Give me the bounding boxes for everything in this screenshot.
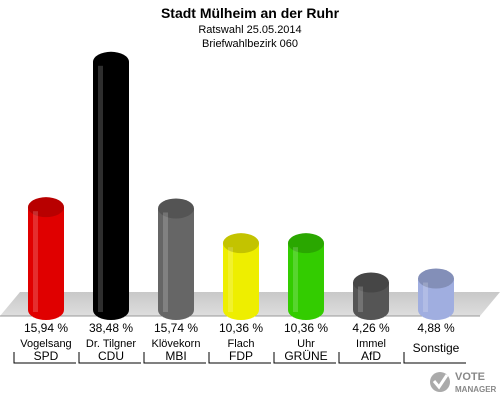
party-label: CDU (98, 349, 124, 363)
bar-sonstige (418, 268, 454, 320)
chart-subtitle-election: Ratswahl 25.05.2014 (198, 24, 301, 36)
group-bracket (403, 352, 466, 364)
bar-highlight (358, 286, 363, 312)
chart-title: Stadt Mülheim an der Ruhr (161, 5, 340, 21)
candidate-label: Immel (356, 338, 386, 350)
bar-cap (28, 197, 64, 218)
bar-cap (288, 233, 324, 254)
value-label: 4,88 % (417, 321, 455, 335)
group-bracket (273, 352, 336, 364)
party-label: Sonstige (413, 341, 460, 355)
bar-cap (223, 233, 259, 254)
bar-body (418, 278, 454, 320)
bar-highlight (423, 282, 428, 312)
bar-highlight (33, 211, 38, 312)
bar-highlight (293, 247, 298, 312)
logo-line2: MANAGER (455, 385, 497, 394)
candidate-label: Uhr (297, 338, 315, 350)
vote-manager-logo: VOTE MANAGER (430, 371, 497, 394)
party-label: GRÜNE (284, 349, 327, 363)
chart-subtitle-district: Briefwahlbezirk 060 (202, 38, 298, 50)
bar-body (93, 61, 129, 320)
value-label: 15,94 % (24, 321, 68, 335)
bar-cdu (93, 51, 129, 320)
candidate-label: Vogelsang (20, 338, 71, 350)
candidate-label: Dr. Tilgner (86, 338, 136, 350)
value-label: 4,26 % (352, 321, 390, 335)
party-label: MBI (165, 349, 186, 363)
candidate-label: Klövekorn (152, 338, 201, 350)
party-label: FDP (229, 349, 253, 363)
bar-cap (158, 198, 194, 219)
party-label: SPD (34, 349, 59, 363)
bar-body (28, 207, 64, 320)
bar-grüne (288, 233, 324, 320)
value-label: 15,74 % (154, 321, 198, 335)
group-bracket (13, 352, 76, 364)
bar-fdp (223, 233, 259, 320)
bar-afd (353, 272, 389, 320)
candidate-label: Flach (228, 338, 255, 350)
bar-highlight (163, 212, 168, 312)
group-bracket (338, 352, 401, 364)
bar-spd (28, 197, 64, 320)
value-label: 38,48 % (89, 321, 133, 335)
group-bracket (208, 352, 271, 364)
group-bracket (78, 352, 141, 364)
value-label: 10,36 % (219, 321, 263, 335)
checkmark-icon (430, 372, 450, 392)
logo-line1: VOTE (455, 371, 485, 383)
bar-mbi (158, 198, 194, 320)
bar-highlight (228, 247, 233, 312)
bar-body (158, 208, 194, 320)
bars-group (28, 51, 454, 320)
value-label: 10,36 % (284, 321, 328, 335)
group-bracket (143, 352, 206, 364)
party-label: AfD (361, 349, 381, 363)
bar-highlight (98, 65, 103, 312)
bar-body (223, 243, 259, 320)
bar-cap (418, 268, 454, 289)
bar-body (288, 243, 324, 320)
bar-cap (93, 51, 129, 72)
bar-cap (353, 272, 389, 293)
bar-body (353, 282, 389, 320)
